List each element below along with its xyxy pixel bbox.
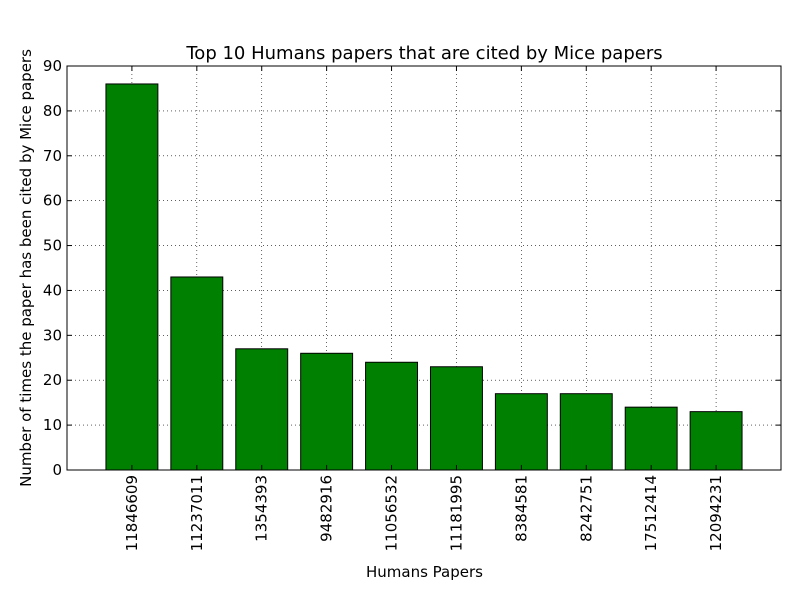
x-tick-label: 8242751 <box>577 475 595 542</box>
x-tick-label: 11056532 <box>383 475 401 551</box>
bar-1354393 <box>235 348 289 471</box>
bar-9482916 <box>300 352 354 471</box>
x-tick-label: 9482916 <box>318 475 336 542</box>
bar-8242751 <box>559 393 613 471</box>
y-tick-label: 20 <box>43 371 62 389</box>
y-axis-ticks: 0 10 20 30 40 50 60 70 80 90 <box>43 57 781 479</box>
x-tick-label: 12094231 <box>707 475 725 551</box>
x-axis-ticks: 11846609 11237011 1354393 9482916 11056532 11… <box>123 66 725 551</box>
y-tick-label: 50 <box>43 237 62 255</box>
x-tick-label: 11846609 <box>123 475 141 551</box>
y-tick-label: 10 <box>43 416 62 434</box>
x-tick-label: 11237011 <box>188 475 206 551</box>
x-tick-label: 11181995 <box>447 475 465 551</box>
y-axis-label: Number of times the paper has been cited… <box>17 49 35 487</box>
y-tick-label: 40 <box>43 281 62 299</box>
y-tick-label: 90 <box>43 57 62 75</box>
y-tick-label: 60 <box>43 192 62 210</box>
bar-17512414 <box>624 406 678 471</box>
x-axis-label: Humans Papers <box>366 563 483 581</box>
y-tick-label: 70 <box>43 147 62 165</box>
y-tick-label: 0 <box>52 461 62 479</box>
bar-8384581 <box>494 393 548 471</box>
x-tick-label: 8384581 <box>512 475 530 542</box>
x-tick-label: 1354393 <box>253 475 271 542</box>
y-tick-label: 80 <box>43 102 62 120</box>
bars <box>105 83 743 471</box>
bar-12094231 <box>689 411 743 471</box>
y-tick-label: 30 <box>43 326 62 344</box>
plot-frame <box>66 65 782 471</box>
bar-11181995 <box>429 366 483 471</box>
bar-11237011 <box>170 276 224 471</box>
chart-title: Top 10 Humans papers that are cited by M… <box>185 43 662 64</box>
bar-11056532 <box>365 361 419 471</box>
bar-11846609 <box>105 83 159 471</box>
x-tick-label: 17512414 <box>642 475 660 551</box>
